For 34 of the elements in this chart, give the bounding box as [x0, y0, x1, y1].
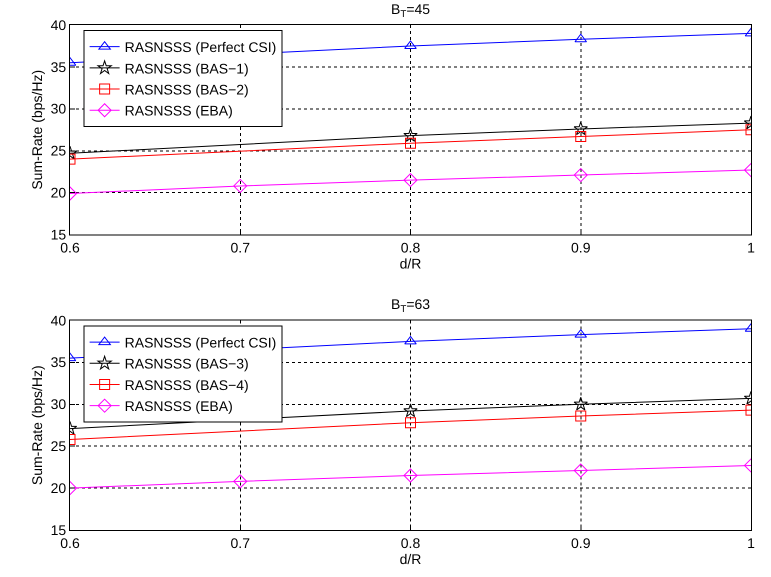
point — [404, 468, 418, 483]
x-axis-title: d/R — [400, 551, 422, 568]
y-tick-label: 25 — [50, 438, 66, 454]
legend-label: RASNSSS (BAS−1) — [124, 60, 249, 76]
legend-label: RASNSSS (BAS−4) — [124, 376, 249, 393]
x-tick-label: 1 — [747, 534, 756, 551]
y-axis-title: Sum-Rate (bps/Hz) — [29, 365, 46, 486]
y-tick-label: 30 — [50, 396, 66, 412]
y-tick-label: 30 — [50, 100, 66, 117]
legend-label: RASNSSS (EBA) — [124, 102, 233, 119]
x-tick-label: 0.8 — [400, 239, 420, 256]
y-tick-label: 20 — [50, 184, 66, 201]
legend-label: RASNSSS (Perfect CSI) — [124, 334, 276, 351]
x-tick-label: 0.9 — [571, 239, 591, 256]
legend-label: RASNSSS (EBA) — [124, 398, 233, 414]
legend-label: RASNSSS (Perfect CSI) — [124, 39, 276, 56]
x-axis-title: d/R — [400, 256, 422, 272]
legend-label: RASNSSS (BAS−3) — [124, 356, 249, 372]
y-axis-title: Sum-Rate (bps/Hz) — [29, 70, 46, 190]
point — [404, 173, 418, 188]
chart-title: B$_{T}$=45 — [391, 1, 430, 20]
x-tick-label: 0.9 — [571, 534, 591, 551]
y-tick-label: 40 — [50, 16, 66, 33]
chart-title: B$_{T}$=63 — [391, 296, 430, 315]
x-tick-label: 0.7 — [230, 534, 250, 551]
y-tick-label: 35 — [50, 58, 66, 75]
x-tick-label: 1 — [747, 239, 756, 256]
x-tick-label: 0.7 — [230, 239, 250, 256]
y-tick-label: 40 — [50, 312, 66, 328]
legend-label: RASNSSS (BAS−2) — [124, 82, 249, 98]
y-tick-label: 25 — [50, 142, 66, 159]
x-tick-label: 0.8 — [400, 534, 420, 551]
y-tick-label: 35 — [50, 354, 66, 370]
y-tick-label: 20 — [50, 480, 66, 496]
